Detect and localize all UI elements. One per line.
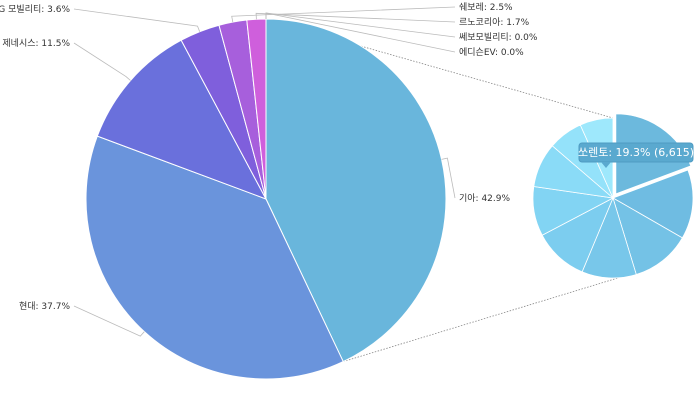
label-leader-line-1 [73, 305, 145, 337]
slice-label-7: 쎄보모빌리티: 0.0% [459, 32, 538, 43]
pie-slice-1[interactable] [85, 135, 344, 380]
tooltip-pointer [601, 162, 611, 168]
detail-slice-2[interactable] [612, 197, 683, 276]
tooltip: 쏘렌토: 19.3% (6,615) [578, 142, 694, 168]
tooltip-text: 쏘렌토: 19.3% (6,615) [578, 146, 694, 159]
detail-pie [532, 113, 694, 279]
pie-slice-2[interactable] [96, 39, 268, 200]
label-leader-line-3 [73, 8, 201, 32]
slice-label-1: 현대: 37.7% [19, 301, 70, 312]
pie-slice-0[interactable] [265, 18, 447, 363]
tooltip-box [578, 142, 694, 163]
label-leader-line-8 [265, 12, 456, 53]
label-leader-line-0 [441, 157, 456, 199]
slice-label-4: 쉐보레: 2.5% [459, 2, 513, 13]
main-pie [85, 18, 447, 380]
slice-label-2: 제네시스: 11.5% [2, 38, 70, 49]
slice-label-3: KG 모빌리티: 3.6% [0, 4, 70, 15]
slice-label-0: 기아: 42.9% [459, 193, 510, 204]
detail-slice-1[interactable] [612, 169, 694, 239]
label-leader-line-2 [73, 42, 131, 81]
label-leader-line-4 [231, 6, 456, 23]
slice-label-8: 에디슨EV: 0.0% [459, 47, 524, 58]
slice-label-5: 르노코리아: 1.7% [459, 17, 530, 28]
label-leader-line-5 [255, 12, 456, 23]
main-pie-labels: 기아: 42.9% 현대: 37.7% 제네시스: 11.5% KG 모빌리티: 3.… [0, 2, 538, 337]
